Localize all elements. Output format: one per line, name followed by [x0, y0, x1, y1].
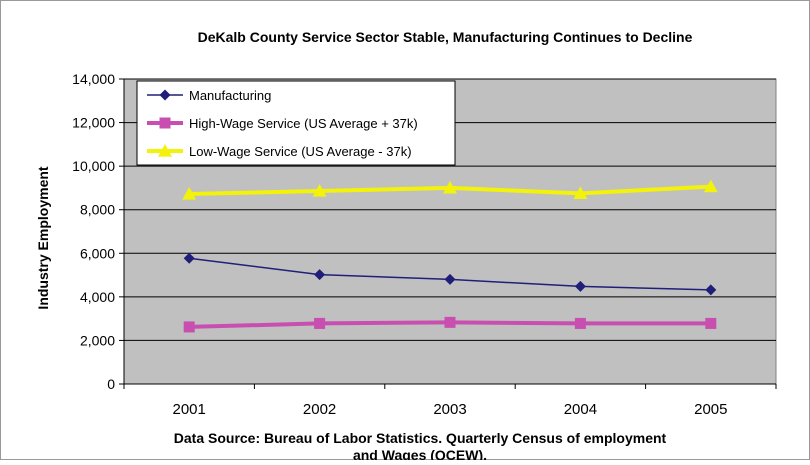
x-axis-label-line-2: and Wages (QCEW). [353, 447, 487, 460]
chart-title: DeKalb County Service Sector Stable, Man… [198, 29, 693, 45]
x-tick-label: 2002 [303, 401, 336, 418]
legend-box [136, 80, 456, 166]
y-tick-label: 6,000 [80, 245, 115, 261]
data-point [183, 321, 195, 333]
legend-swatch-marker [158, 144, 172, 157]
x-axis-label-line-1: Data Source: Bureau of Labor Statistics.… [174, 430, 667, 446]
data-point [705, 317, 717, 329]
legend-label: Manufacturing [189, 88, 271, 103]
y-tick-label: 0 [107, 376, 115, 392]
y-tick-label: 12,000 [72, 115, 115, 131]
data-point [703, 179, 718, 193]
x-tick-label: 2001 [173, 401, 206, 418]
x-tick-label: 2003 [433, 401, 466, 418]
y-axis-label: Industry Employment [35, 166, 51, 309]
data-point [182, 187, 197, 200]
legend-label: Low-Wage Service (US Average - 37k) [189, 144, 412, 159]
data-point [183, 252, 195, 264]
y-tick-label: 4,000 [80, 289, 115, 305]
data-point [443, 180, 457, 194]
legend-swatch-marker [159, 117, 171, 129]
legend-label: High-Wage Service (US Average + 37k) [189, 116, 418, 131]
data-point [705, 284, 717, 296]
data-point [314, 269, 326, 281]
x-tick-label: 2005 [694, 401, 727, 418]
data-point [574, 280, 586, 292]
data-point [312, 183, 327, 197]
y-tick-label: 10,000 [72, 158, 115, 174]
data-point [444, 316, 456, 328]
y-tick-label: 14,000 [72, 71, 115, 87]
x-tick-label: 2004 [564, 401, 597, 418]
data-point [573, 186, 588, 199]
data-point [444, 273, 456, 285]
data-point [314, 317, 326, 329]
y-tick-label: 2,000 [80, 332, 115, 348]
legend-swatch-marker [159, 89, 171, 101]
data-point [574, 317, 586, 329]
y-tick-label: 8,000 [80, 202, 115, 218]
